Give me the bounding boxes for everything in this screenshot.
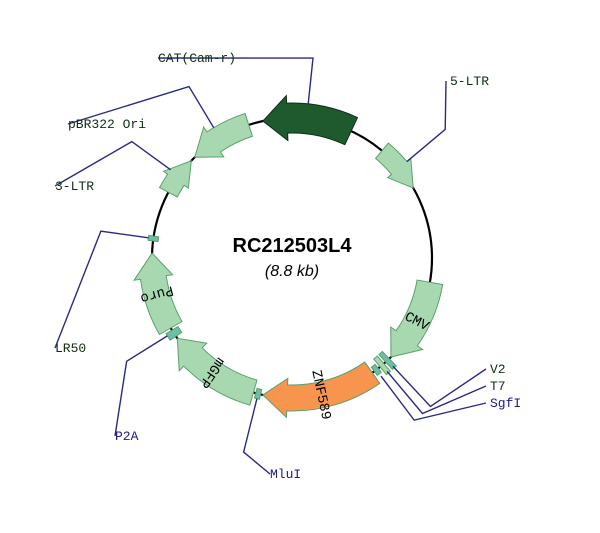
label-sgfi: SgfI xyxy=(490,396,521,411)
label-pbr322: pBR322 Ori xyxy=(68,117,146,132)
leader-5-ltr xyxy=(407,81,446,162)
feature-cat xyxy=(263,96,358,145)
label-v2: V2 xyxy=(490,362,506,377)
feature-3-ltr xyxy=(160,161,192,197)
leader-v2 xyxy=(393,366,486,406)
leader-mlui-tick xyxy=(244,399,270,474)
leader-lr50-tick xyxy=(55,231,148,348)
feature-lr50-tick xyxy=(148,235,159,241)
leader-p2a-tick xyxy=(115,336,167,436)
label-cat: CAT(Cam-r) xyxy=(158,51,236,66)
plasmid-size: (8.8 kb) xyxy=(265,263,319,280)
feature-pbr322 xyxy=(195,113,253,157)
label-t7: T7 xyxy=(490,379,506,394)
label-p2a-tick: P2A xyxy=(115,429,139,444)
label-lr50-tick: LR50 xyxy=(55,341,86,356)
plasmid-name: RC212503L4 xyxy=(233,235,353,257)
label-5-ltr: 5-LTR xyxy=(450,74,489,89)
label-3-ltr: 3-LTR xyxy=(55,179,94,194)
feature-mlui-tick xyxy=(254,388,261,399)
label-mlui-tick: MluI xyxy=(270,467,301,482)
